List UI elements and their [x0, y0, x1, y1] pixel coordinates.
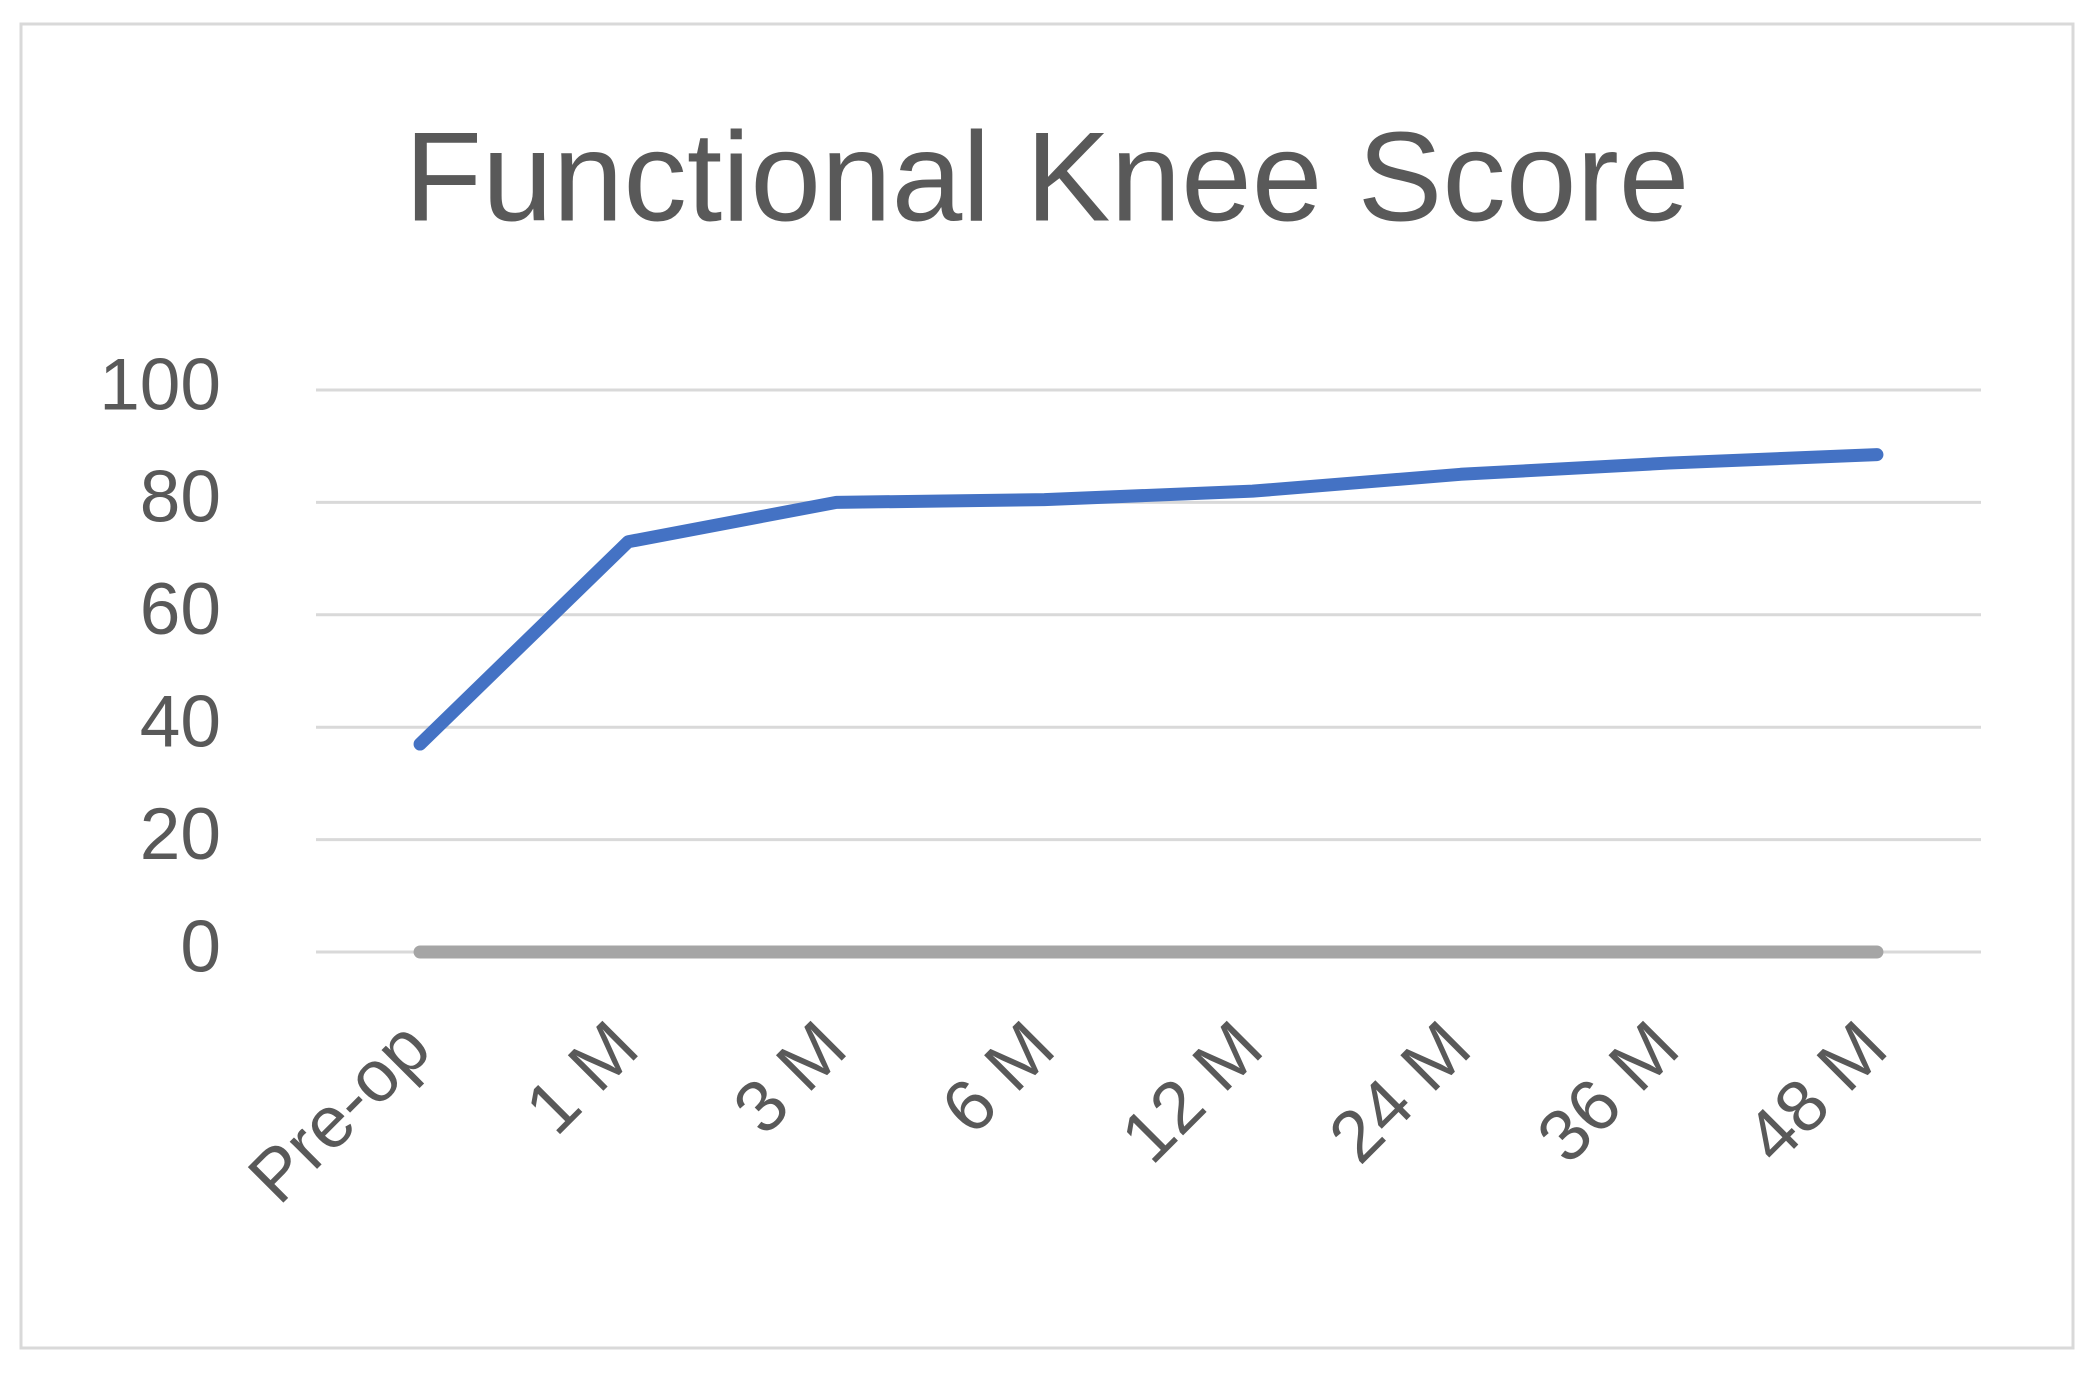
- y-tick-label: 60: [140, 569, 221, 650]
- chart-title: Functional Knee Score: [405, 106, 1690, 248]
- y-tick-label: 80: [140, 457, 221, 538]
- series-line: [413, 448, 1884, 751]
- y-tick-label: 40: [140, 681, 221, 762]
- y-tick-label: 20: [140, 794, 221, 875]
- y-tick-label: 100: [99, 344, 221, 425]
- chart-border: [19, 22, 2075, 1350]
- y-tick-label: 0: [180, 906, 221, 987]
